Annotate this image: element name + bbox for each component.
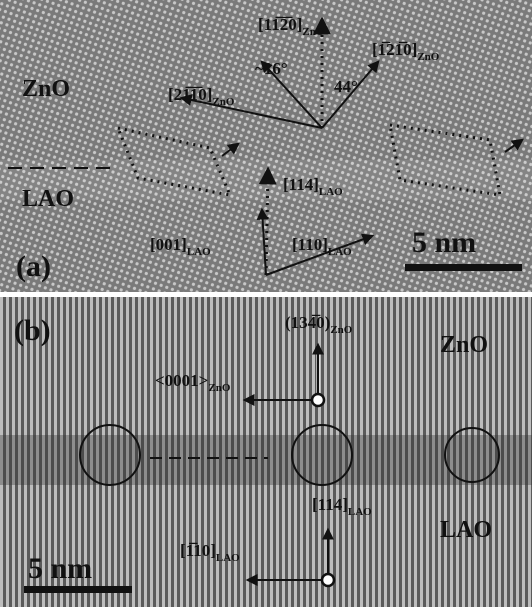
figure: ZnO LAO (a) [11̅2̅0]ZnO [21̅1̅0]ZnO [1̅2… — [0, 0, 532, 607]
material-label: ZnO — [440, 332, 488, 358]
scale-bar-label: 5 nm — [28, 552, 92, 585]
subscript: ZnO — [417, 51, 439, 63]
subscript: LAO — [328, 246, 352, 258]
material-label: LAO — [440, 517, 492, 543]
panel-label: (b) — [14, 314, 51, 347]
material-label: LAO — [22, 186, 74, 212]
index: <0001> — [155, 371, 208, 390]
angle-label: 44° — [334, 77, 358, 96]
scale-bar — [405, 264, 522, 271]
material-label: ZnO — [22, 76, 70, 102]
subscript: ZnO — [302, 26, 324, 38]
index: [1̅21̅0] — [372, 40, 417, 59]
subscript: LAO — [187, 246, 211, 258]
index: [1̅10] — [180, 541, 216, 560]
index: [001] — [150, 235, 187, 254]
panel-b: (b) ZnO LAO (134̅0)ZnO <0001>ZnO [114]LA… — [0, 297, 532, 607]
index: [21̅1̅0] — [168, 85, 212, 104]
scale-bar-label: 5 nm — [412, 226, 476, 259]
index: (134̅0) — [285, 313, 330, 332]
subscript: LAO — [319, 186, 343, 198]
panel-a: ZnO LAO (a) [11̅2̅0]ZnO [21̅1̅0]ZnO [1̅2… — [0, 0, 532, 292]
subscript: ZnO — [330, 324, 352, 336]
subscript: ZnO — [208, 382, 230, 394]
scale-bar — [24, 586, 132, 593]
subscript: ZnO — [212, 96, 234, 108]
subscript: LAO — [348, 506, 372, 518]
angle-label: ~16° — [255, 59, 288, 78]
index: [114] — [312, 495, 348, 514]
index: [11̅2̅0] — [258, 15, 302, 34]
index: [110] — [292, 235, 328, 254]
panel-label: (a) — [16, 250, 51, 283]
index: [114] — [283, 175, 319, 194]
subscript: LAO — [216, 552, 240, 564]
